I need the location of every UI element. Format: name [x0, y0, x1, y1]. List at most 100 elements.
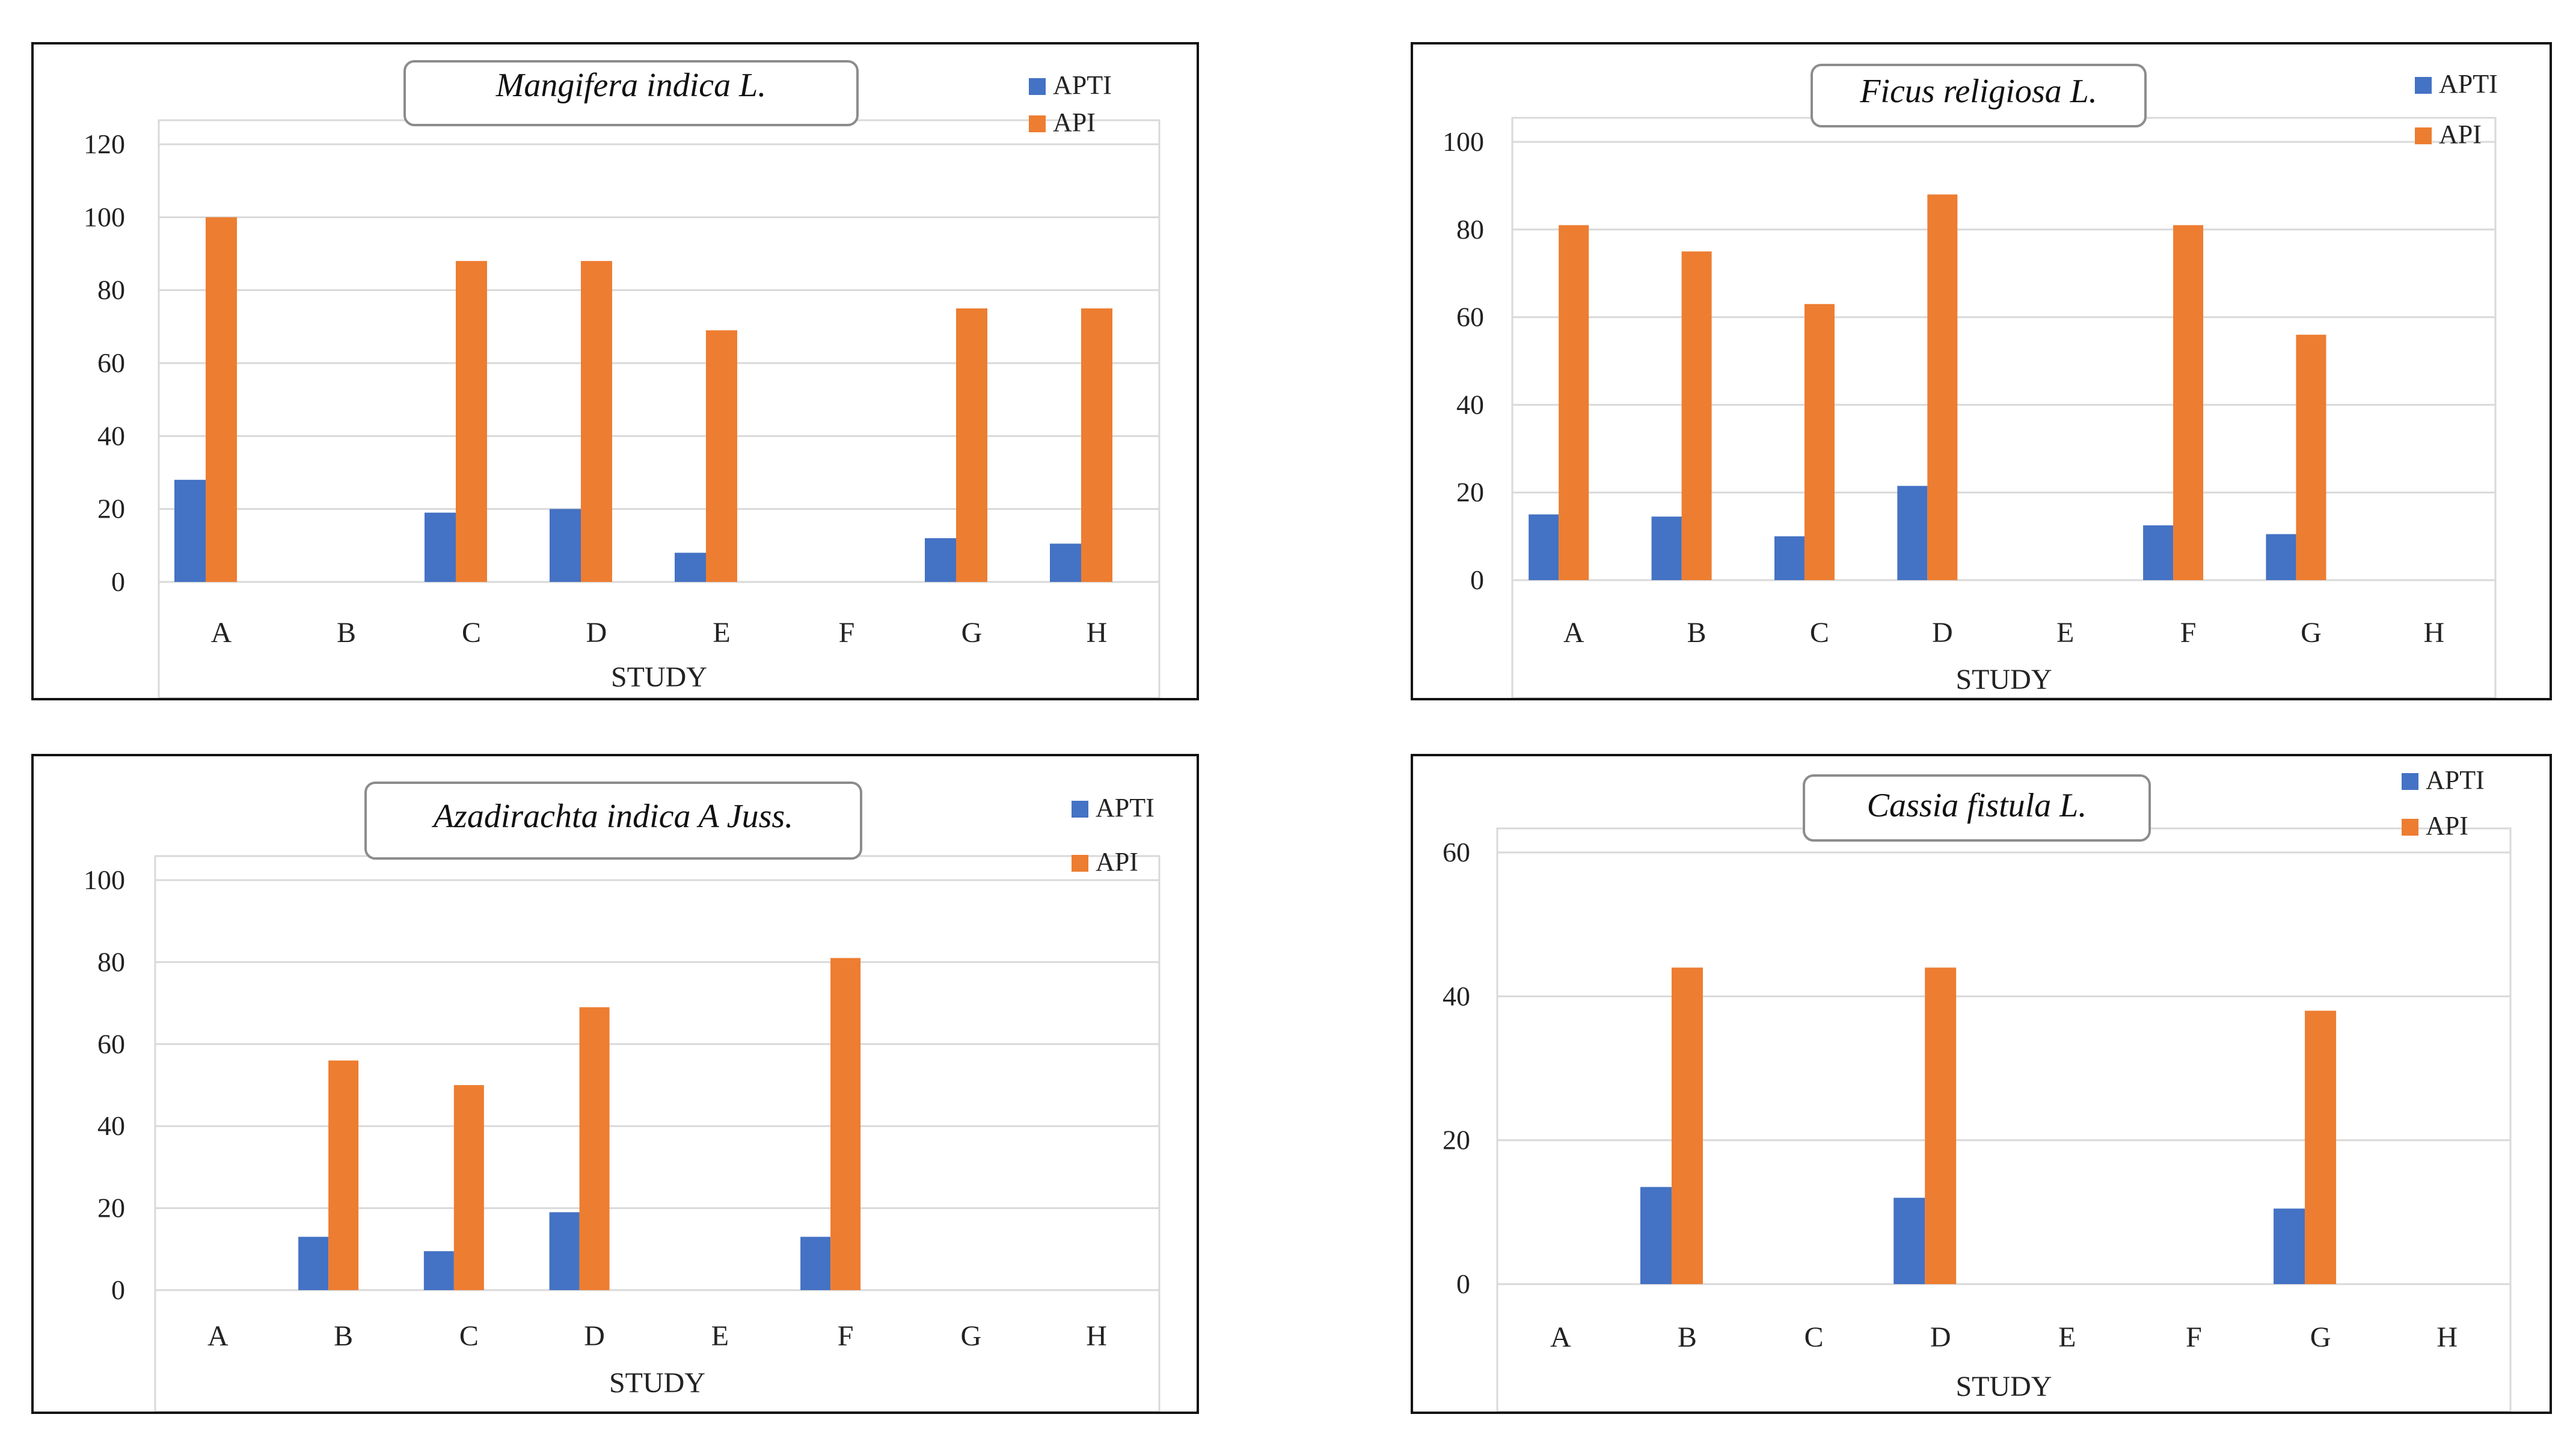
bar-api-d — [1925, 967, 1957, 1284]
x-tick-label: B — [1678, 1321, 1697, 1353]
chart-title: Azadirachta indica A Juss. — [431, 798, 793, 835]
bar-apti-c — [1774, 536, 1805, 580]
x-tick-label: C — [462, 617, 481, 649]
y-tick-label: 0 — [1470, 565, 1484, 595]
bar-api-b — [1681, 251, 1712, 580]
legend-swatch-apti — [1072, 801, 1088, 818]
bar-apti-f — [800, 1237, 831, 1290]
bar-apti-h — [1050, 543, 1081, 582]
legend-label-api: API — [2439, 120, 2482, 149]
legend-label-apti: APTI — [1096, 793, 1155, 822]
y-tick-label: 40 — [1443, 981, 1470, 1011]
x-tick-label: B — [334, 1320, 353, 1352]
x-tick-label: G — [2301, 617, 2322, 649]
bar-apti-d — [549, 1212, 580, 1290]
bar-apti-f — [2143, 525, 2174, 580]
y-tick-label: 20 — [97, 1193, 125, 1223]
legend-swatch-api — [1029, 115, 1046, 132]
x-tick-label: F — [2180, 617, 2197, 649]
bar-apti-d — [550, 509, 581, 582]
bar-api-f — [830, 958, 861, 1290]
chart-cassia: 0 20 40 60 A B C D E F G H STUDY Cassia fistula L. APT… — [1443, 765, 2512, 1412]
y-tick-label: 60 — [1456, 302, 1484, 332]
x-tick-label: D — [1932, 617, 1953, 649]
legend-label-api: API — [1053, 108, 1096, 137]
bar-api-g — [2305, 1011, 2337, 1284]
x-tick-label: C — [1805, 1321, 1824, 1353]
x-tick-label: H — [2423, 617, 2444, 649]
legend-swatch-api — [1072, 855, 1088, 872]
x-tick-label: B — [1687, 617, 1707, 649]
bar-apti-e — [675, 552, 706, 582]
x-tick-label: G — [961, 1320, 982, 1352]
plot-area-frame — [1496, 827, 2512, 1412]
bar-api-a — [1559, 225, 1589, 580]
y-tick-label: 60 — [97, 347, 125, 378]
x-tick-label: F — [839, 617, 855, 649]
legend-label-apti: APTI — [2439, 69, 2498, 99]
bar-api-g — [956, 308, 987, 582]
y-tick-label: 100 — [84, 201, 125, 232]
bar-api-e — [706, 330, 737, 582]
x-axis-label: STUDY — [1955, 664, 2052, 696]
bar-apti-g — [2266, 534, 2296, 580]
chart-azadirachta: 0 20 40 60 80 100 A B C D E F G H STUDY Azadirachta ind… — [84, 782, 1161, 1412]
x-tick-label: G — [961, 617, 983, 649]
legend-swatch-apti — [2415, 77, 2432, 94]
chart-title-box — [1811, 64, 2147, 127]
legend-label-api: API — [1096, 847, 1138, 877]
bar-apti-a — [1529, 514, 1559, 580]
bar-apti-d — [1894, 1198, 1925, 1284]
plot-area-frame — [1511, 117, 2497, 698]
y-tick-label: 40 — [97, 420, 125, 451]
chart-title: Ficus religiosa L. — [1859, 73, 2097, 110]
chart-title: Mangifera indica L. — [495, 67, 767, 104]
bar-apti-c — [423, 1251, 454, 1290]
bar-api-d — [581, 261, 612, 583]
x-axis-label: STUDY — [611, 661, 707, 693]
legend-label-apti: APTI — [2426, 765, 2485, 795]
legend-swatch-apti — [2402, 773, 2418, 790]
y-tick-label: 20 — [1456, 477, 1484, 507]
y-tick-label: 0 — [111, 1274, 125, 1305]
x-tick-label: C — [1810, 617, 1829, 649]
x-tick-label: E — [711, 1320, 729, 1352]
bar-api-g — [2296, 334, 2326, 580]
x-tick-label: D — [1930, 1321, 1951, 1353]
y-tick-label: 80 — [97, 275, 125, 305]
bar-apti-b — [1640, 1187, 1672, 1284]
y-tick-label: 20 — [97, 494, 125, 524]
y-tick-label: 40 — [1456, 389, 1484, 420]
y-tick-label: 80 — [97, 946, 125, 977]
x-tick-label: G — [2310, 1321, 2331, 1353]
x-tick-label: D — [586, 617, 607, 649]
y-tick-label: 60 — [97, 1029, 125, 1059]
chart-panel-mangifera: 0 20 40 60 80 100 120 A B C D E F G H STUDY Mangifera in… — [31, 42, 1199, 700]
y-tick-label: 100 — [84, 864, 125, 895]
chart-title: Cassia fistula L. — [1867, 787, 2087, 824]
x-tick-label: A — [1563, 617, 1584, 649]
chart-ficus: 0 20 40 60 80 100 A B C D E F G H STUDY Ficus religiosa… — [1443, 64, 2498, 698]
y-tick-label: 100 — [1443, 126, 1484, 157]
legend-swatch-api — [2402, 819, 2418, 836]
bar-apti-b — [298, 1237, 329, 1290]
x-tick-label: E — [2056, 617, 2074, 649]
y-tick-label: 80 — [1456, 214, 1484, 245]
chart-mangifera: 0 20 40 60 80 100 120 A B C D E F G H STUDY Mangifera in… — [84, 60, 1161, 698]
bar-api-f — [2173, 225, 2204, 580]
bar-api-c — [456, 261, 487, 583]
bar-api-b — [1671, 967, 1703, 1284]
legend-label-api: API — [2426, 811, 2468, 840]
x-tick-label: F — [838, 1320, 854, 1352]
bar-api-h — [1081, 308, 1112, 582]
plot-area-frame — [158, 119, 1161, 698]
x-tick-label: C — [459, 1320, 479, 1352]
plot-area-frame — [154, 855, 1161, 1412]
bar-apti-g — [925, 538, 956, 582]
x-tick-label: A — [207, 1320, 228, 1352]
x-tick-label: H — [1087, 617, 1108, 649]
x-tick-label: A — [211, 617, 232, 649]
legend-swatch-api — [2415, 127, 2432, 144]
bar-api-d — [579, 1007, 610, 1290]
x-tick-label: H — [2436, 1321, 2458, 1353]
